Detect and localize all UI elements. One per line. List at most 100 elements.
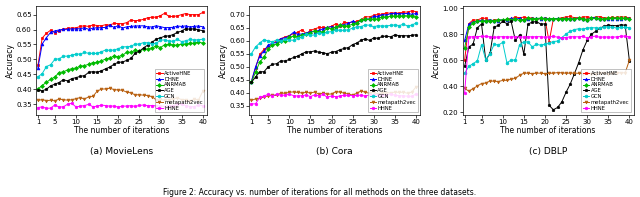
ActiveHNE bbox=[43, 32, 51, 34]
GCN bbox=[625, 26, 633, 29]
metapath2vec bbox=[115, 89, 122, 91]
HHNE bbox=[311, 94, 319, 96]
DHNE bbox=[469, 21, 477, 23]
HHNE bbox=[374, 94, 382, 96]
Line: HHNE: HHNE bbox=[36, 102, 204, 110]
AGE bbox=[315, 51, 323, 54]
DHNE bbox=[248, 81, 255, 83]
DHNE bbox=[256, 55, 264, 57]
ANRMAB bbox=[588, 17, 595, 20]
ANRMAB bbox=[583, 18, 591, 21]
ANRMAB bbox=[625, 18, 633, 20]
DHNE bbox=[340, 23, 348, 26]
AGE bbox=[362, 38, 369, 40]
ActiveHNE bbox=[273, 40, 280, 42]
GCN bbox=[474, 60, 481, 62]
ActiveHNE bbox=[474, 19, 481, 21]
GCN bbox=[592, 27, 600, 29]
GCN bbox=[281, 38, 289, 41]
ActiveHNE bbox=[85, 25, 93, 28]
ANRMAB bbox=[374, 18, 382, 20]
HHNE bbox=[541, 36, 548, 38]
ANRMAB bbox=[592, 17, 600, 20]
ActiveHNE bbox=[161, 12, 168, 14]
HHNE bbox=[503, 36, 511, 38]
GCN bbox=[307, 34, 314, 37]
ActiveHNE bbox=[182, 12, 189, 15]
metapath2vec bbox=[307, 92, 314, 94]
DHNE bbox=[524, 18, 532, 20]
metapath2vec bbox=[302, 91, 310, 94]
AGE bbox=[298, 53, 306, 55]
AGE bbox=[319, 51, 327, 54]
AGE bbox=[383, 35, 390, 37]
metapath2vec bbox=[524, 72, 532, 74]
Line: metapath2vec: metapath2vec bbox=[463, 59, 631, 93]
DHNE bbox=[260, 50, 268, 52]
metapath2vec bbox=[85, 96, 93, 98]
DHNE bbox=[613, 18, 621, 20]
ANRMAB bbox=[294, 35, 301, 38]
HHNE bbox=[558, 36, 566, 39]
AGE bbox=[106, 66, 114, 68]
HHNE bbox=[319, 93, 327, 96]
GCN bbox=[349, 27, 356, 29]
metapath2vec bbox=[55, 98, 63, 100]
AGE bbox=[302, 51, 310, 53]
metapath2vec bbox=[76, 96, 84, 99]
AGE bbox=[336, 48, 344, 51]
ANRMAB bbox=[370, 18, 378, 20]
metapath2vec bbox=[550, 72, 557, 74]
metapath2vec bbox=[311, 91, 319, 93]
ActiveHNE bbox=[404, 11, 412, 13]
metapath2vec bbox=[64, 99, 72, 101]
ActiveHNE bbox=[604, 17, 612, 19]
ANRMAB bbox=[311, 29, 319, 32]
ANRMAB bbox=[362, 18, 369, 21]
ANRMAB bbox=[408, 14, 415, 17]
metapath2vec bbox=[399, 91, 407, 93]
DHNE bbox=[60, 28, 67, 31]
Line: ActiveHNE: ActiveHNE bbox=[463, 15, 631, 62]
ANRMAB bbox=[51, 76, 59, 78]
Title: (c) DBLP: (c) DBLP bbox=[529, 147, 567, 156]
Line: GCN: GCN bbox=[250, 22, 417, 55]
GCN bbox=[554, 40, 561, 42]
metapath2vec bbox=[161, 99, 168, 101]
AGE bbox=[89, 71, 97, 73]
DHNE bbox=[144, 26, 152, 28]
AGE bbox=[461, 65, 468, 68]
HHNE bbox=[290, 94, 298, 97]
AGE bbox=[186, 28, 194, 31]
HHNE bbox=[140, 104, 147, 106]
ANRMAB bbox=[353, 21, 361, 24]
DHNE bbox=[252, 66, 259, 68]
Line: HHNE: HHNE bbox=[463, 35, 631, 95]
ActiveHNE bbox=[315, 26, 323, 29]
ActiveHNE bbox=[136, 19, 143, 21]
AGE bbox=[596, 27, 604, 29]
ActiveHNE bbox=[311, 28, 319, 30]
AGE bbox=[182, 27, 189, 30]
Y-axis label: Accuracy: Accuracy bbox=[6, 43, 15, 78]
HHNE bbox=[328, 95, 335, 97]
HHNE bbox=[60, 106, 67, 108]
HHNE bbox=[362, 95, 369, 97]
metapath2vec bbox=[281, 92, 289, 95]
HHNE bbox=[482, 35, 490, 38]
GCN bbox=[51, 58, 59, 60]
metapath2vec bbox=[482, 82, 490, 84]
metapath2vec bbox=[365, 92, 373, 94]
HHNE bbox=[357, 94, 365, 96]
ANRMAB bbox=[613, 17, 621, 19]
ANRMAB bbox=[575, 17, 582, 20]
ActiveHNE bbox=[541, 17, 548, 20]
ANRMAB bbox=[182, 43, 189, 45]
DHNE bbox=[537, 18, 545, 20]
AGE bbox=[152, 38, 160, 40]
ActiveHNE bbox=[148, 16, 156, 18]
metapath2vec bbox=[625, 59, 633, 61]
AGE bbox=[387, 36, 394, 38]
GCN bbox=[285, 39, 293, 41]
ANRMAB bbox=[152, 45, 160, 47]
